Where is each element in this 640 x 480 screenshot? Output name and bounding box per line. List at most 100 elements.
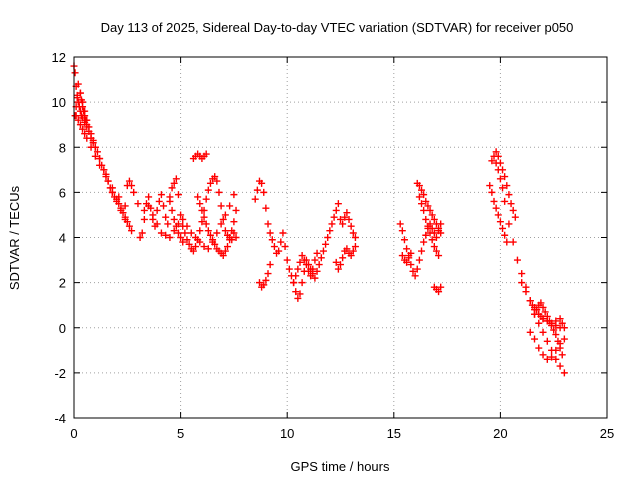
- data-point: [292, 288, 300, 296]
- data-point: [157, 229, 165, 237]
- data-point: [413, 265, 421, 273]
- data-point: [492, 148, 500, 156]
- data-point: [554, 337, 562, 345]
- data-point: [309, 265, 317, 273]
- data-point: [526, 328, 534, 336]
- data-point: [556, 344, 564, 352]
- y-tick-labels: -4 -2 0 2 4 6 8 10 12: [52, 50, 66, 426]
- data-point: [290, 279, 298, 287]
- data-point: [531, 310, 539, 318]
- y-tick-label: 6: [59, 185, 66, 200]
- data-point: [226, 236, 234, 244]
- data-point: [125, 222, 133, 230]
- y-axis-label: SDTVAR / TECUs: [7, 185, 22, 290]
- data-point: [560, 324, 568, 332]
- data-point: [294, 265, 302, 273]
- data-point: [509, 238, 517, 246]
- data-point: [100, 166, 108, 174]
- data-point: [307, 272, 315, 280]
- data-point: [170, 215, 178, 223]
- data-point: [117, 206, 125, 214]
- data-point: [539, 351, 547, 359]
- data-point: [74, 116, 82, 124]
- data-point: [341, 213, 349, 221]
- data-point: [128, 227, 136, 235]
- data-point: [174, 229, 182, 237]
- data-point: [113, 197, 121, 205]
- data-point: [275, 247, 283, 255]
- data-point: [213, 229, 221, 237]
- data-point: [337, 215, 344, 223]
- data-point: [424, 202, 432, 210]
- data-point: [96, 161, 104, 169]
- data-point: [556, 362, 564, 370]
- data-point: [437, 283, 445, 291]
- data-point: [221, 247, 229, 255]
- data-point: [153, 206, 161, 214]
- data-point: [319, 247, 327, 255]
- data-point: [403, 245, 411, 253]
- data-point: [77, 96, 85, 104]
- data-point: [136, 234, 144, 241]
- data-point: [285, 265, 293, 273]
- data-point: [125, 177, 133, 185]
- data-point: [503, 238, 511, 246]
- data-point: [415, 256, 423, 264]
- data-point: [349, 229, 357, 237]
- data-point: [543, 337, 551, 345]
- data-point: [548, 353, 556, 361]
- data-point: [128, 182, 136, 190]
- data-point: [108, 184, 116, 192]
- data-point: [155, 197, 163, 205]
- data-point: [513, 256, 521, 264]
- data-point: [71, 69, 79, 77]
- data-point: [420, 206, 428, 214]
- data-point: [422, 215, 430, 223]
- data-point: [179, 215, 187, 223]
- data-point: [296, 290, 304, 298]
- data-point: [494, 152, 502, 160]
- data-point: [501, 231, 509, 239]
- y-tick-label: -2: [54, 366, 66, 381]
- data-point: [300, 256, 308, 264]
- data-point: [187, 229, 195, 237]
- data-point: [430, 215, 438, 223]
- data-point: [349, 247, 357, 255]
- data-point: [488, 157, 496, 165]
- data-point: [168, 206, 176, 214]
- data-point: [179, 238, 187, 246]
- data-point: [145, 193, 153, 201]
- data-point: [170, 179, 178, 187]
- data-point: [298, 252, 306, 260]
- data-point: [121, 215, 129, 223]
- data-point: [531, 335, 539, 343]
- data-point: [535, 344, 543, 352]
- data-point: [160, 202, 168, 210]
- x-tick-label: 5: [177, 426, 184, 441]
- data-point: [326, 227, 334, 235]
- data-point: [219, 215, 227, 223]
- data-point: [170, 227, 178, 235]
- y-tick-label: 4: [59, 231, 66, 246]
- data-point: [302, 261, 310, 269]
- data-point: [407, 249, 415, 257]
- data-point: [317, 254, 325, 262]
- data-point: [74, 80, 82, 88]
- data-point: [428, 224, 436, 232]
- x-tick-labels: 0 5 10 15 20 25: [70, 426, 614, 441]
- data-point: [418, 200, 426, 208]
- data-point: [552, 346, 560, 354]
- data-point: [426, 229, 434, 237]
- data-point: [505, 220, 513, 228]
- data-point: [339, 220, 347, 228]
- data-point: [533, 306, 541, 314]
- data-point: [283, 256, 291, 264]
- data-point: [505, 191, 513, 199]
- data-point: [189, 247, 197, 255]
- data-point: [543, 355, 551, 363]
- data-point: [499, 224, 507, 232]
- data-point: [121, 202, 129, 210]
- data-point: [545, 317, 553, 325]
- data-point: [305, 267, 313, 275]
- data-point: [511, 213, 519, 221]
